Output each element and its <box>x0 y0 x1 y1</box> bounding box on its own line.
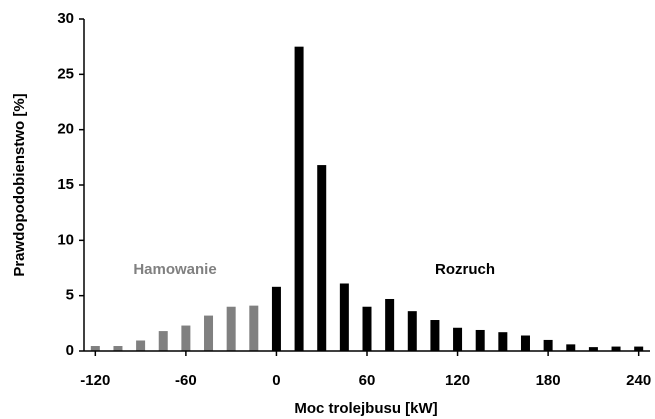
bar <box>181 325 191 351</box>
bar <box>453 327 463 351</box>
bar <box>566 344 576 351</box>
x-axis-label: Moc trolejbusu [kW] <box>294 400 437 417</box>
bar <box>271 286 281 351</box>
bar <box>385 298 395 351</box>
bar <box>588 347 598 351</box>
y-tick-label: 20 <box>57 121 74 138</box>
y-tick-label: 30 <box>57 10 74 27</box>
bar <box>113 346 123 351</box>
y-axis-label: Prawdopodobienstwo [%] <box>11 93 28 276</box>
x-tick-label: -120 <box>80 372 110 389</box>
bar <box>90 346 100 351</box>
bar <box>136 340 146 351</box>
x-tick-label: 60 <box>359 372 376 389</box>
bar <box>204 315 214 351</box>
bar <box>317 165 327 351</box>
x-tick-label: -60 <box>175 372 197 389</box>
y-tick-label: 5 <box>66 287 74 304</box>
bar <box>634 346 644 351</box>
bar <box>498 332 508 351</box>
bar <box>294 46 304 352</box>
y-tick-label: 10 <box>57 231 74 248</box>
x-tick-label: 180 <box>536 372 561 389</box>
y-tick-label: 25 <box>57 65 74 82</box>
bar <box>226 306 236 351</box>
x-tick-label: 0 <box>272 372 280 389</box>
bar <box>611 346 621 351</box>
y-tick-label: 15 <box>57 176 74 193</box>
bar <box>430 320 440 351</box>
bar <box>249 305 259 351</box>
bar <box>362 306 372 351</box>
y-tick-label: 0 <box>66 342 74 359</box>
bar <box>339 283 349 351</box>
bar <box>475 329 485 351</box>
bar <box>158 331 168 351</box>
series-label: Hamowanie <box>133 261 216 278</box>
bar <box>407 311 417 351</box>
x-tick-label: 240 <box>626 372 651 389</box>
series-label: Rozruch <box>435 261 495 278</box>
x-tick-label: 120 <box>445 372 470 389</box>
bar <box>543 339 553 351</box>
bar <box>520 335 530 351</box>
